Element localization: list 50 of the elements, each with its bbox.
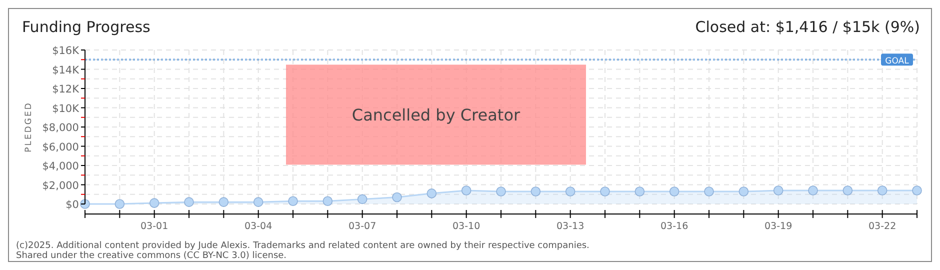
annotation: Cancelled by Creator bbox=[352, 106, 520, 125]
y-tick-label: $14K bbox=[52, 64, 80, 76]
point bbox=[842, 186, 853, 196]
chart-subtitle: Closed at: $1,416 / $15k (9%) bbox=[695, 18, 920, 36]
y-tick-label: $4,000 bbox=[42, 160, 79, 172]
y-tick-label: $16K bbox=[52, 45, 80, 57]
text: Shared under the creative commons (CC BY-NC 3.0) license. bbox=[16, 251, 287, 261]
x-tick-label: 03-13 bbox=[556, 221, 584, 232]
y-tick-label: $6,000 bbox=[42, 141, 79, 154]
point bbox=[392, 192, 402, 202]
point bbox=[877, 186, 888, 196]
point bbox=[669, 186, 680, 196]
point bbox=[322, 196, 333, 206]
y-tick-label: $8,000 bbox=[42, 122, 79, 134]
point bbox=[565, 186, 576, 196]
x-tick-label: 03-10 bbox=[452, 221, 480, 232]
x-tick-label: 03-16 bbox=[660, 221, 688, 232]
point bbox=[426, 188, 437, 198]
point bbox=[114, 199, 125, 209]
point bbox=[600, 186, 610, 196]
chart-title: Funding Progress bbox=[22, 18, 151, 36]
notice-box: Cancelled by Creator bbox=[286, 64, 586, 165]
point bbox=[738, 186, 749, 196]
point bbox=[530, 186, 541, 196]
point bbox=[80, 199, 90, 209]
point bbox=[808, 186, 818, 196]
point bbox=[704, 186, 714, 196]
point bbox=[288, 196, 298, 206]
y-tick-label: $2,000 bbox=[42, 180, 79, 192]
point bbox=[912, 186, 922, 196]
y-axis-title: PLEDGED bbox=[24, 102, 34, 152]
point bbox=[357, 194, 368, 204]
y-tick-label: $0 bbox=[66, 199, 79, 211]
point bbox=[184, 197, 194, 207]
x-tick-label: 03-19 bbox=[764, 221, 792, 232]
x-tick-label: 03-07 bbox=[348, 221, 376, 232]
point bbox=[634, 186, 645, 196]
y-tick-label: $10K bbox=[52, 102, 80, 115]
x-tick-label: 03-01 bbox=[140, 221, 168, 232]
point bbox=[149, 198, 160, 208]
point bbox=[496, 186, 506, 196]
text: (c)2025. Additional content provided by Jude Alexis. Trademarks and related content are owned by their respective companies. bbox=[16, 241, 590, 251]
point bbox=[218, 197, 229, 207]
y-tick-label: $12K bbox=[52, 84, 80, 96]
point bbox=[253, 197, 264, 207]
point bbox=[773, 186, 784, 196]
point bbox=[461, 186, 472, 196]
x-tick-label: 03-04 bbox=[244, 221, 272, 232]
ref-line-label: GOAL bbox=[885, 56, 910, 67]
x-tick-label: 03-22 bbox=[868, 221, 896, 232]
